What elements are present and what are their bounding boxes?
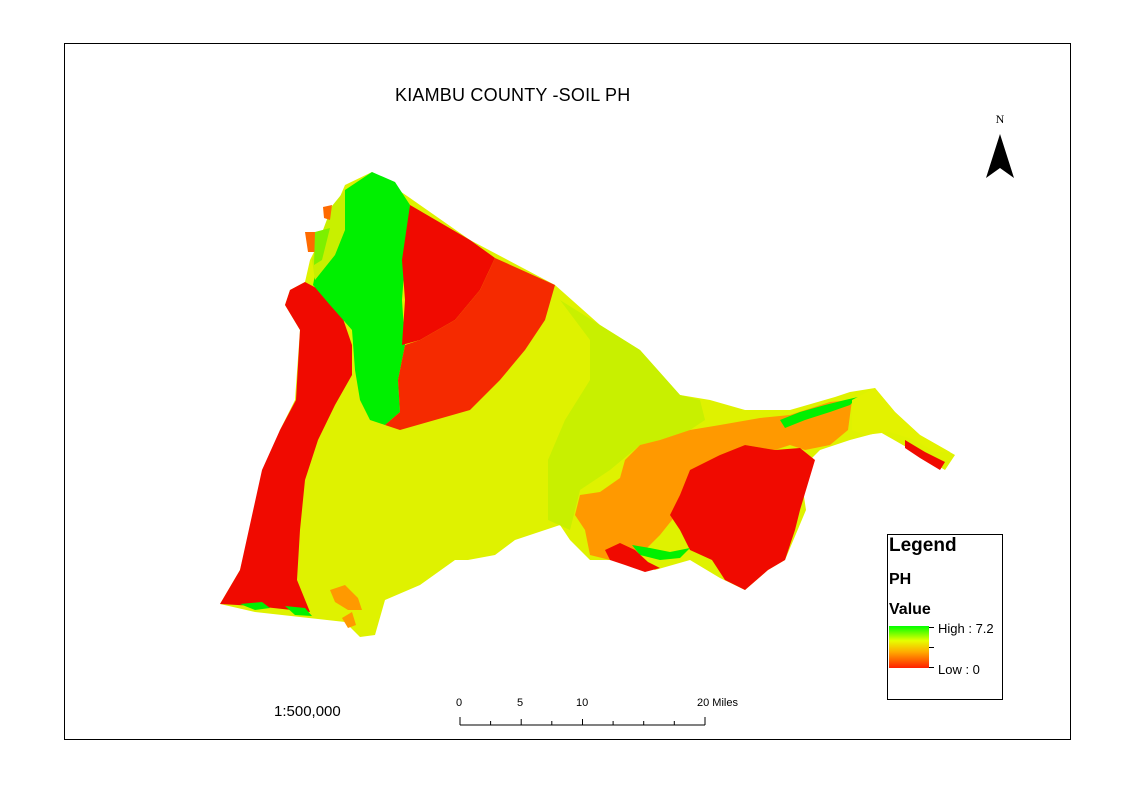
map-frame: [64, 43, 1071, 740]
legend-tick-high: [929, 627, 934, 628]
legend-field-name: Value: [889, 601, 931, 618]
east-tip-yellow-zone: [852, 388, 950, 452]
north-east-red-zone: [402, 205, 495, 345]
south-west-green-patch-2: [285, 606, 312, 616]
legend-layer-name: PH: [889, 571, 912, 588]
map-title: KIAMBU COUNTY -SOIL PH: [395, 85, 631, 105]
east-green-patch: [780, 397, 858, 428]
north-west-orange-patch-2: [323, 205, 332, 220]
south-red-patch: [605, 543, 660, 572]
red-orange-zone: [385, 258, 555, 430]
north-west-green-patch: [314, 228, 330, 265]
scale-label-20: 20 Miles: [697, 697, 738, 709]
legend-color-ramp: [889, 626, 929, 668]
south-east-red-zone: [670, 445, 815, 590]
north-arrow-icon: [986, 134, 1014, 178]
west-red-zone: [220, 282, 352, 612]
east-tip-red-patch: [905, 440, 945, 470]
scale-label-5: 5: [517, 697, 524, 709]
north-label: N: [995, 112, 1005, 126]
south-west-orange-patch-2: [342, 612, 356, 628]
south-west-orange-patch: [330, 585, 362, 610]
scale-ratio: 1:500,000: [274, 703, 341, 720]
legend-tick-low: [929, 667, 934, 668]
scale-label-10: 10: [576, 697, 589, 709]
north-west-orange-patch: [305, 232, 315, 252]
scale-bar: 0 5 10 20 Miles: [452, 693, 752, 733]
eastern-yellow-green-zone: [548, 300, 705, 530]
map-legend: Legend PH Value High : 7.2 Low : 0: [887, 534, 1003, 700]
legend-tick-mid: [929, 647, 934, 648]
legend-title: Legend: [889, 535, 957, 556]
legend-high-label: High : 7.2: [938, 621, 994, 636]
scale-bar-ruler: [459, 717, 706, 726]
legend-low-label: Low : 0: [938, 662, 980, 677]
south-green-patch: [632, 545, 690, 560]
north-arrow: N: [982, 112, 1018, 178]
south-west-green-patch: [240, 602, 270, 610]
scale-label-0: 0: [456, 697, 463, 709]
south-east-orange-zone: [575, 400, 852, 560]
